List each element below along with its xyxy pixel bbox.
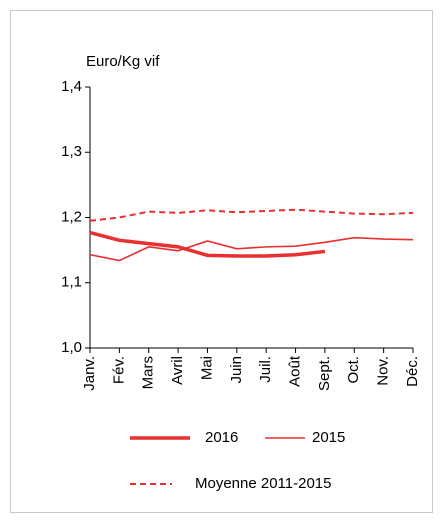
series-line bbox=[89, 236, 414, 262]
y-tick-label: 1,1 bbox=[61, 274, 82, 291]
y-tick-label: 1,0 bbox=[61, 339, 82, 356]
x-tick-label: Mai bbox=[198, 356, 215, 380]
y-tick-label: 1,3 bbox=[61, 143, 82, 160]
legend-label: Moyenne 2011-2015 bbox=[195, 475, 332, 492]
x-tick-label: Janv. bbox=[81, 356, 98, 391]
x-tick-label: Mars bbox=[140, 356, 157, 389]
x-tick-label: Déc. bbox=[404, 356, 421, 387]
x-tick-label: Avril bbox=[169, 356, 186, 385]
x-tick-label: Juin bbox=[228, 356, 245, 384]
frame bbox=[10, 10, 433, 513]
legend-label: 2016 bbox=[205, 429, 238, 446]
y-tick-label: 1,4 bbox=[61, 78, 82, 95]
x-tick-label: Sept. bbox=[316, 356, 333, 391]
series-line bbox=[89, 208, 414, 222]
y-axis-label: Euro/Kg vif bbox=[86, 53, 160, 70]
legend-label: 2015 bbox=[312, 429, 345, 446]
x-tick-label: Août bbox=[287, 355, 304, 387]
series-line bbox=[89, 230, 326, 258]
x-tick-label: Fév. bbox=[110, 356, 127, 384]
y-tick-label: 1,2 bbox=[61, 208, 82, 225]
x-tick-label: Oct. bbox=[345, 356, 362, 384]
x-tick-label: Nov. bbox=[375, 356, 392, 386]
x-tick-label: Juil. bbox=[257, 356, 274, 383]
